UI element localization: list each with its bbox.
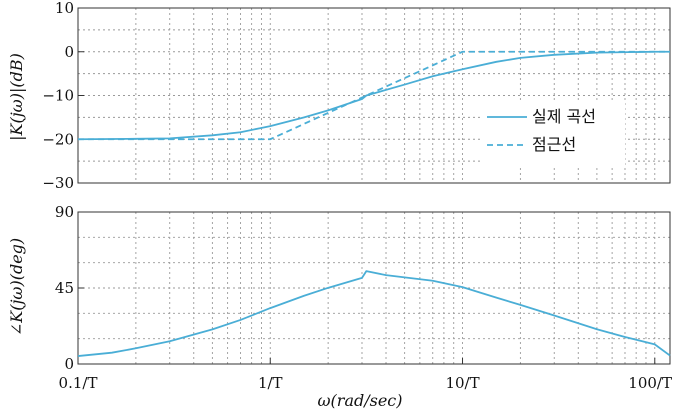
legend-background — [480, 100, 625, 166]
phase-x-tick-label: 1/T — [258, 374, 283, 392]
magnitude-y-tick-label: −30 — [42, 174, 74, 192]
phase-y-tick-label: 45 — [55, 279, 74, 297]
phase-x-tick-label: 10/T — [445, 374, 479, 392]
phase-x-tick-label: 0.1/T — [59, 374, 98, 392]
magnitude-y-axis-label: |K(jω)|(dB) — [7, 53, 26, 141]
phase-y-tick-label: 90 — [55, 203, 74, 221]
phase-x-tick-label: 100/T — [628, 374, 672, 392]
phase-y-tick-label: 0 — [64, 355, 74, 373]
magnitude-y-tick-label: −20 — [42, 130, 74, 148]
phase-y-axis-label: ∠K(jω)(deg) — [7, 238, 26, 336]
phase-panel: 0 45 90 0.1/T 1/T 10/T 100/T — [55, 203, 672, 392]
magnitude-y-tick-label: 0 — [64, 43, 74, 61]
legend-label-actual: 실제 곡선 — [532, 107, 596, 126]
x-axis-label: ω(rad/sec) — [318, 391, 403, 410]
axis-labels: |K(jω)|(dB) ∠K(jω)(deg) ω(rad/sec) — [7, 53, 403, 410]
magnitude-y-tick-label: −10 — [42, 87, 74, 105]
magnitude-series-0-line — [77, 50, 670, 141]
legend-label-asymptote: 점근선 — [532, 135, 576, 154]
legend: 실제 곡선 점근선 — [480, 100, 625, 166]
magnitude-y-tick-label: 10 — [55, 0, 74, 17]
magnitude-panel: 10 0 −10 −20 −30 — [42, 0, 671, 192]
phase-series-0-line — [77, 270, 671, 357]
